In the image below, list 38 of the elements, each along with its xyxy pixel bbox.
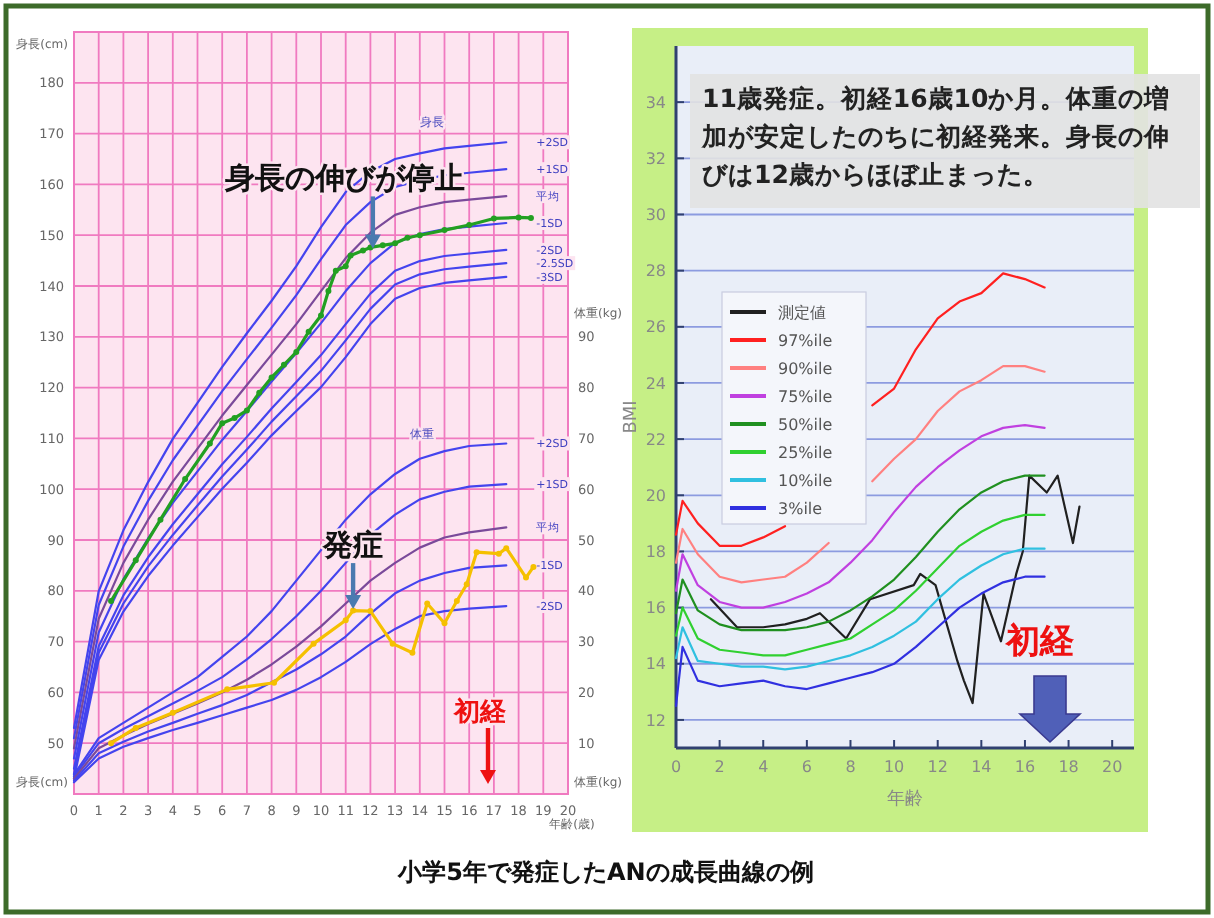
x-axis-title: 年齢 <box>887 788 923 810</box>
x-tick-label: 10 <box>883 758 905 776</box>
y-tick-label: 30 <box>645 206 666 225</box>
x-tick-label: 6 <box>801 758 812 776</box>
x-tick-label: 0 <box>670 758 682 776</box>
legend-label: 3%ile <box>778 500 823 518</box>
y-tick-label: 28 <box>645 262 666 281</box>
y-tick-label: 16 <box>645 599 666 618</box>
legend-label: 97%ile <box>778 332 833 350</box>
legend-label: 測定値 <box>778 304 826 322</box>
x-tick-label: 20 <box>1102 758 1123 776</box>
annotation: 11歳発症。初経16歳10か月。体重の増加が安定したのちに初経発来。身長の伸びは12歳からほぼ止まった。 <box>700 83 1171 189</box>
legend-label: 90%ile <box>778 360 833 378</box>
y-tick-label: 34 <box>645 93 666 112</box>
x-tick-label: 8 <box>845 758 856 776</box>
note-box: 11歳発症。初経16歳10か月。体重の増加が安定したのちに初経発来。身長の伸びは12歳からほぼ止まった。 <box>690 74 1200 208</box>
y-tick-label: 20 <box>645 486 666 505</box>
y-tick-label: 24 <box>645 374 666 393</box>
y-tick-label: 26 <box>645 318 666 337</box>
x-tick-label: 2 <box>714 758 725 776</box>
y-tick-label: 12 <box>645 711 666 730</box>
annotation: 初経 <box>452 696 508 728</box>
x-tick-label: 18 <box>1058 758 1079 776</box>
legend-label: 50%ile <box>778 416 833 434</box>
legend-label: 25%ile <box>778 444 833 462</box>
y-tick-label: 32 <box>645 149 666 168</box>
y-tick-label: 22 <box>645 430 666 449</box>
text: 小学5年で発症したANの成長曲線の例 <box>396 858 814 886</box>
annotation: 初経 <box>1004 622 1076 662</box>
x-tick-label: 12 <box>927 758 948 776</box>
y-tick-label: 14 <box>645 655 666 674</box>
y-axis-title: BMI <box>622 400 642 434</box>
y-tick-label: 18 <box>645 543 666 562</box>
x-tick-label: 16 <box>1014 758 1036 776</box>
legend-label: 10%ile <box>778 472 833 490</box>
x-tick-label: 4 <box>758 758 769 776</box>
x-tick-label: 14 <box>971 758 992 776</box>
legend-label: 75%ile <box>778 388 833 406</box>
